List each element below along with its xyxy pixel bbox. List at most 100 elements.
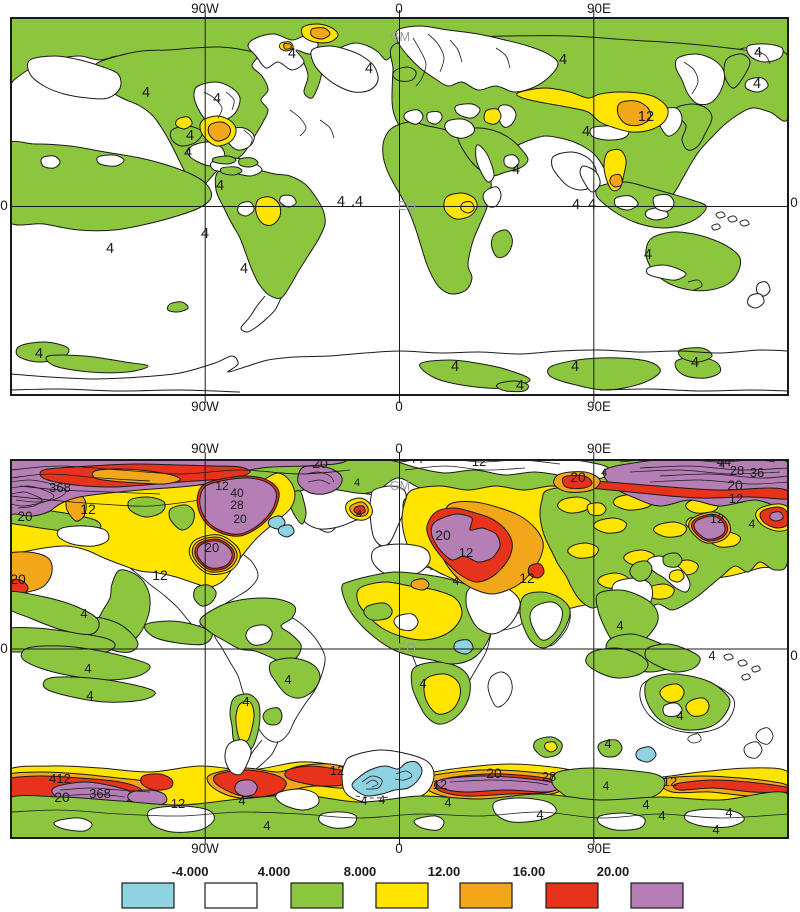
- svg-text:20: 20: [233, 512, 247, 526]
- svg-text:12: 12: [215, 479, 229, 493]
- svg-text:4.000: 4.000: [258, 864, 291, 879]
- svg-text:0: 0: [790, 195, 798, 210]
- svg-text:4: 4: [242, 694, 249, 709]
- svg-text:4: 4: [559, 52, 567, 68]
- svg-text:4: 4: [571, 359, 579, 375]
- svg-text:20.00: 20.00: [597, 864, 630, 879]
- svg-text:4: 4: [186, 128, 194, 144]
- svg-text:4: 4: [354, 477, 360, 489]
- svg-text:12: 12: [171, 796, 185, 811]
- svg-text:4: 4: [84, 661, 91, 676]
- svg-text:368: 368: [49, 480, 71, 495]
- svg-text:4: 4: [216, 178, 224, 194]
- svg-text:20: 20: [570, 469, 586, 485]
- svg-text:4: 4: [512, 162, 520, 178]
- svg-text:4: 4: [516, 378, 524, 394]
- svg-text:4: 4: [616, 618, 623, 633]
- svg-text:4: 4: [238, 793, 245, 808]
- svg-text:8.000: 8.000: [344, 864, 377, 879]
- svg-text:.4: .4: [351, 194, 363, 210]
- svg-text:4: 4: [184, 145, 192, 161]
- svg-text:12.00: 12.00: [428, 864, 461, 879]
- svg-text:GM: GM: [390, 479, 410, 493]
- svg-text:90W: 90W: [191, 441, 219, 456]
- svg-text:20: 20: [10, 571, 26, 587]
- svg-text:12: 12: [472, 454, 486, 469]
- svg-text:4: 4: [142, 85, 150, 101]
- svg-text:28: 28: [542, 769, 556, 784]
- svg-text:12: 12: [152, 567, 168, 583]
- svg-text:20: 20: [435, 527, 451, 543]
- svg-text:20: 20: [486, 765, 502, 781]
- svg-text:4: 4: [379, 793, 386, 807]
- svg-text:0: 0: [0, 641, 8, 656]
- svg-text:0: 0: [395, 841, 403, 856]
- svg-text:90E: 90E: [587, 399, 611, 414]
- svg-text:4: 4: [419, 676, 426, 691]
- svg-text:4: 4: [691, 355, 699, 371]
- svg-text:EQ: EQ: [398, 199, 416, 213]
- svg-text:0: 0: [395, 1, 403, 16]
- svg-text:4: 4: [588, 197, 596, 213]
- svg-text:EQ: EQ: [398, 641, 416, 655]
- svg-text:12: 12: [459, 545, 473, 560]
- svg-text:4: 4: [572, 197, 580, 213]
- svg-text:90W: 90W: [191, 1, 219, 16]
- svg-text:90E: 90E: [587, 1, 611, 16]
- svg-text:90W: 90W: [191, 841, 219, 856]
- svg-text:90E: 90E: [587, 441, 611, 456]
- svg-text:0: 0: [790, 648, 798, 663]
- svg-text:4: 4: [361, 794, 368, 808]
- svg-text:12: 12: [710, 511, 724, 526]
- svg-text:12: 12: [729, 491, 743, 506]
- svg-text:4: 4: [284, 672, 291, 687]
- svg-text:-4.000: -4.000: [172, 864, 209, 879]
- svg-text:12: 12: [663, 774, 677, 789]
- svg-text:4: 4: [644, 247, 652, 263]
- svg-text:4: 4: [35, 346, 43, 362]
- svg-text:4: 4: [708, 648, 715, 663]
- svg-text:4: 4: [642, 797, 649, 812]
- svg-text:4: 4: [263, 818, 270, 833]
- svg-text:28: 28: [730, 463, 744, 478]
- svg-text:20: 20: [312, 455, 328, 471]
- svg-text:0: 0: [395, 441, 403, 456]
- svg-text:12: 12: [80, 501, 96, 517]
- svg-text:412: 412: [49, 771, 71, 786]
- svg-text:4: 4: [676, 708, 683, 723]
- svg-text:4: 4: [582, 124, 590, 140]
- svg-text:20: 20: [205, 540, 219, 555]
- svg-text:4: 4: [451, 359, 459, 375]
- svg-text:12: 12: [519, 570, 535, 586]
- svg-text:12: 12: [330, 763, 344, 778]
- svg-text:4: 4: [444, 795, 451, 810]
- svg-text:4: 4: [80, 606, 87, 621]
- svg-text:20: 20: [17, 509, 32, 524]
- svg-text:4: 4: [754, 45, 762, 61]
- svg-text:0: 0: [0, 198, 8, 213]
- svg-text:GM: GM: [390, 30, 410, 44]
- svg-text:36: 36: [750, 465, 764, 480]
- svg-text:16.00: 16.00: [513, 864, 546, 879]
- svg-text:4: 4: [712, 822, 719, 837]
- svg-text:44: 44: [717, 454, 731, 469]
- svg-text:4: 4: [365, 61, 373, 77]
- svg-text:4: 4: [240, 261, 248, 277]
- svg-text:4: 4: [749, 517, 756, 531]
- svg-text:90W: 90W: [191, 399, 219, 414]
- svg-text:20: 20: [54, 789, 70, 805]
- svg-text:4: 4: [337, 194, 345, 210]
- svg-text:4: 4: [213, 91, 221, 107]
- svg-text:28: 28: [230, 498, 244, 512]
- svg-text:368: 368: [89, 786, 111, 801]
- svg-text:4: 4: [753, 76, 761, 92]
- svg-text:4: 4: [288, 46, 296, 62]
- svg-text:4: 4: [86, 688, 93, 703]
- svg-text:90E: 90E: [587, 841, 611, 856]
- svg-text:4: 4: [603, 779, 610, 793]
- svg-text:20: 20: [727, 477, 743, 493]
- svg-text:4: 4: [453, 574, 460, 588]
- svg-text:4: 4: [658, 808, 665, 823]
- svg-text:4: 4: [725, 805, 732, 820]
- svg-text:4: 4: [356, 508, 362, 520]
